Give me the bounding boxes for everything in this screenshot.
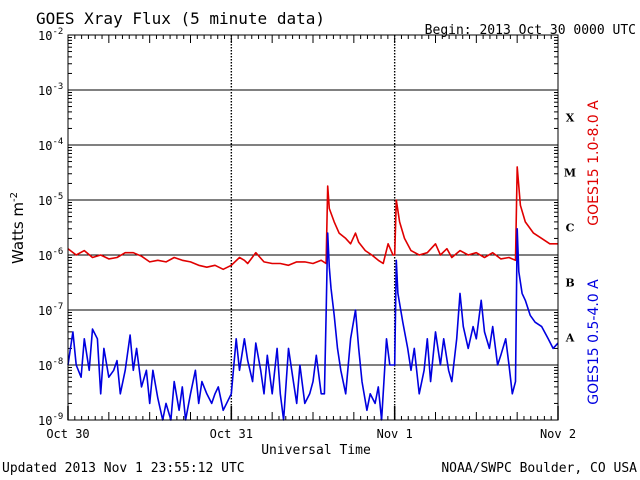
flare-class-label: C: [566, 222, 575, 235]
x-axis-ticks: Oct 30 Oct 31 Nov 1 Nov 2: [46, 35, 576, 441]
y-tick-label: 10-2: [38, 27, 63, 43]
y-tick-exponent: -7: [52, 302, 63, 312]
y-tick-label: 10-4: [38, 137, 63, 153]
x-tick-label: Nov 2: [540, 427, 576, 441]
y-tick-base: 10: [38, 29, 52, 43]
y-tick-exponent: -3: [52, 82, 63, 92]
y-axis-label-sup: -2: [9, 192, 20, 202]
flare-class-label: A: [565, 332, 575, 345]
credit-label: NOAA/SWPC Boulder, CO USA: [441, 461, 637, 476]
legend-short-channel: GOES15 0.5-4.0 A: [586, 279, 602, 405]
y-tick-exponent: -9: [52, 412, 63, 422]
plot-frame: [67, 34, 559, 421]
y-tick-exponent: -2: [52, 27, 63, 37]
y-tick-base: 10: [38, 84, 52, 98]
flare-class-labels: X M C B A: [564, 112, 576, 345]
y-tick-exponent: -8: [52, 357, 63, 367]
y-tick-base: 10: [38, 414, 52, 428]
flare-class-label: X: [566, 112, 575, 125]
series-line-short-channel: [67, 228, 559, 421]
chart-title: GOES Xray Flux (5 minute data): [36, 9, 325, 28]
flare-class-label: B: [565, 277, 574, 290]
y-tick-label: 10-7: [38, 302, 63, 318]
legend-long-channel: GOES15 1.0-8.0 A: [586, 100, 602, 226]
y-tick-exponent: -5: [52, 192, 63, 202]
y-tick-base: 10: [38, 249, 52, 263]
series-lines: [67, 166, 559, 421]
y-tick-base: 10: [38, 304, 52, 318]
flare-class-label: M: [564, 167, 576, 180]
y-tick-label: 10-9: [38, 412, 63, 428]
y-axis-label-text: Watts m: [9, 202, 27, 264]
x-tick-label: Nov 1: [377, 427, 413, 441]
grid-lines: [68, 35, 558, 420]
series-line-long-channel: [67, 166, 558, 271]
y-tick-label: 10-6: [38, 247, 63, 263]
y-tick-base: 10: [38, 139, 52, 153]
begin-label: Begin: 2013 Oct 30 0000 UTC: [425, 23, 636, 38]
x-axis-label: Universal Time: [261, 443, 371, 458]
x-tick-label: Oct 30: [46, 427, 89, 441]
y-tick-base: 10: [38, 194, 52, 208]
y-tick-label: 10-8: [38, 357, 63, 373]
updated-timestamp: Updated 2013 Nov 1 23:55:12 UTC: [2, 461, 245, 476]
x-tick-label: Oct 31: [210, 427, 253, 441]
y-axis-label: Watts m-2: [9, 192, 27, 264]
y-axis-ticks: 10-210-310-410-510-610-710-810-9: [38, 27, 558, 428]
y-tick-exponent: -4: [52, 137, 63, 147]
y-tick-label: 10-3: [38, 82, 63, 98]
y-tick-label: 10-5: [38, 192, 63, 208]
y-tick-base: 10: [38, 359, 52, 373]
y-tick-exponent: -6: [52, 247, 63, 257]
